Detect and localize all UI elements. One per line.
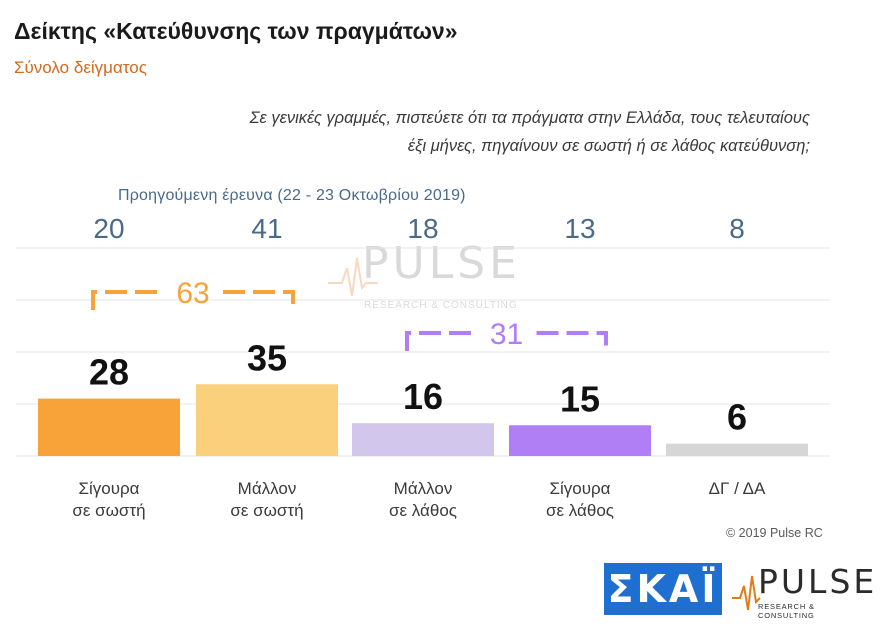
previous-value-label: 20 <box>93 213 124 244</box>
bar-value-label: 16 <box>403 376 443 417</box>
pulse-logo-word: PULSE <box>758 562 878 601</box>
bar-value-label: 6 <box>727 397 747 438</box>
category-label: σε λάθος <box>546 501 614 520</box>
category-label: Μάλλον <box>238 479 297 498</box>
bar-chart: 28 20 Σίγουρα σε σωστή 35 41 Μάλλον σε σωστή 16 1… <box>16 213 830 520</box>
bar-value-label: 15 <box>560 378 600 419</box>
category-label: Μάλλον <box>394 479 453 498</box>
group-total-label: 31 <box>490 318 523 351</box>
previous-value-label: 18 <box>407 213 438 244</box>
svg-text:PULSE: PULSE <box>362 238 521 289</box>
chart-subtitle: Σύνολο δείγματος <box>14 58 147 77</box>
category-label: Σίγουρα <box>78 479 139 498</box>
group-bracket-right <box>536 331 608 351</box>
category-label: Σίγουρα <box>549 479 610 498</box>
group-bracket-left <box>91 290 163 310</box>
survey-question: Σε γενικές γραμμές, πιστεύετε ότι τα πρά… <box>90 104 810 160</box>
skai-logo-text: ΣΚΑΪ <box>607 567 719 611</box>
bar <box>666 443 808 456</box>
group-total-label: 63 <box>176 277 209 310</box>
category-label: σε λάθος <box>389 501 457 520</box>
previous-value-label: 8 <box>729 213 745 244</box>
copyright-text: © 2019 Pulse RC <box>726 526 823 540</box>
bar-value-label: 28 <box>89 352 129 393</box>
bar <box>509 425 651 456</box>
survey-question-line-1: Σε γενικές γραμμές, πιστεύετε ότι τα πρά… <box>249 109 810 127</box>
previous-survey-label: Προηγούμενη έρευνα (22 - 23 Οκτωβρίου 20… <box>118 187 466 204</box>
svg-text:RESEARCH & CONSULTING: RESEARCH & CONSULTING <box>364 300 518 311</box>
survey-question-line-2: έξι μήνες, πηγαίνουν σε σωστή ή σε λάθος… <box>407 137 810 155</box>
category-label: ΔΓ / ΔΑ <box>709 479 766 498</box>
category-label: σε σωστή <box>230 501 303 520</box>
bar <box>352 423 494 456</box>
category-label: σε σωστή <box>72 501 145 520</box>
skai-logo: ΣΚΑΪ <box>604 563 722 615</box>
group-bracket-right <box>223 290 295 310</box>
bar-value-label: 35 <box>247 337 287 378</box>
pulse-logo-tagline: RESEARCH & CONSULTING <box>758 602 815 620</box>
pulse-watermark: PULSE RESEARCH & CONSULTING <box>328 238 521 311</box>
previous-value-label: 13 <box>564 213 595 244</box>
pulse-logo: PULSE RESEARCH & CONSULTING <box>732 562 874 620</box>
group-bracket-left <box>405 331 477 351</box>
bar <box>38 398 180 456</box>
bar <box>196 384 338 456</box>
previous-value-label: 41 <box>251 213 282 244</box>
chart-title: Δείκτης «Κατεύθυνσης των πραγμάτων» <box>14 18 458 44</box>
